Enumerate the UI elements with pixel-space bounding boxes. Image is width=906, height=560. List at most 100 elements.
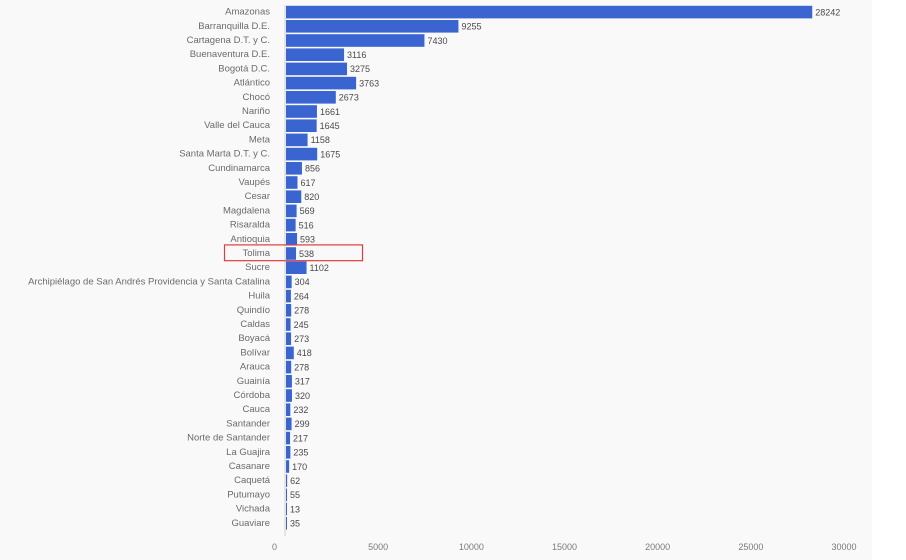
- bar: [286, 332, 292, 345]
- bar: [286, 517, 287, 530]
- bar: [286, 34, 425, 47]
- bar: [286, 389, 292, 402]
- bar: [286, 20, 459, 33]
- category-label: Amazonas: [225, 7, 270, 18]
- bar: [286, 233, 298, 246]
- category-label: Archipiélago de San Andrés Providencia y…: [28, 276, 271, 287]
- category-label: Vichada: [236, 504, 271, 515]
- value-label: 170: [292, 462, 307, 472]
- value-label: 516: [299, 220, 314, 230]
- bar: [286, 76, 357, 90]
- bar: [286, 431, 291, 445]
- bar: [286, 403, 291, 416]
- value-label: 617: [300, 178, 315, 188]
- value-label: 273: [294, 334, 309, 344]
- category-label: Arauca: [240, 362, 271, 373]
- category-label: Valle del Cauca: [204, 120, 271, 131]
- x-tick-label: 25000: [738, 542, 763, 552]
- category-label: Huila: [248, 291, 270, 302]
- value-label: 35: [290, 519, 300, 529]
- value-label: 1675: [320, 149, 340, 159]
- category-label: Bolívar: [240, 347, 270, 358]
- bar: [286, 417, 292, 431]
- bar: [286, 48, 345, 61]
- value-label: 9255: [461, 22, 481, 32]
- category-label: Santa Marta D.T. y C.: [179, 149, 270, 160]
- value-label: 1661: [320, 107, 340, 117]
- value-label: 1102: [310, 263, 329, 273]
- category-label: Putumayo: [227, 489, 270, 500]
- category-label: Nariño: [242, 106, 270, 117]
- bar: [286, 204, 297, 218]
- x-tick-label: 15000: [552, 542, 577, 552]
- category-label: Córdoba: [234, 390, 271, 401]
- value-label: 538: [299, 249, 314, 259]
- value-label: 235: [293, 448, 308, 458]
- category-label: Boyacá: [238, 333, 270, 344]
- bar: [286, 275, 292, 289]
- x-tick-label: 10000: [459, 542, 484, 552]
- category-label: Risaralda: [230, 220, 271, 231]
- category-label: Vaupés: [238, 177, 270, 188]
- value-label: 1645: [320, 121, 340, 131]
- bar: [286, 91, 336, 104]
- category-label: Guainía: [237, 376, 271, 387]
- value-label: 2673: [339, 93, 359, 103]
- value-label: 62: [290, 476, 300, 486]
- value-label: 232: [293, 405, 308, 415]
- category-label: Santander: [226, 418, 270, 429]
- value-label: 55: [290, 490, 300, 500]
- bar: [286, 190, 302, 203]
- bar: [286, 133, 308, 147]
- category-label: Antioquia: [230, 234, 270, 245]
- category-label: Buenaventura D.E.: [190, 49, 270, 60]
- value-label: 569: [300, 206, 315, 216]
- category-label: Meta: [249, 134, 271, 145]
- bar: [286, 218, 296, 232]
- bar: [286, 474, 288, 487]
- value-label: 3275: [350, 64, 370, 74]
- value-label: 320: [295, 391, 310, 401]
- value-label: 245: [294, 320, 309, 330]
- category-label: Chocó: [243, 92, 270, 103]
- bar: [286, 346, 294, 360]
- value-label: 856: [305, 164, 320, 174]
- category-label: Casanare: [229, 461, 270, 472]
- value-label: 3116: [347, 50, 366, 60]
- bar: [286, 5, 813, 19]
- value-label: 28242: [815, 7, 840, 17]
- chart-panel: Amazonas 28242 Barranquilla D.E. 9255 Cartag…: [28, 5, 857, 552]
- value-label: 304: [295, 277, 310, 287]
- category-label: Quindío: [237, 305, 270, 316]
- category-label: Sucre: [245, 262, 270, 273]
- value-label: 820: [304, 192, 319, 202]
- bar: [286, 62, 348, 76]
- category-label: Atlántico: [234, 78, 270, 89]
- value-label: 3763: [359, 78, 379, 88]
- category-label: Bogotá D.C.: [218, 63, 270, 74]
- value-label: 299: [295, 419, 310, 429]
- value-label: 317: [295, 377, 310, 387]
- x-tick-label: 20000: [645, 542, 670, 552]
- value-label: 418: [297, 348, 312, 358]
- value-label: 593: [300, 235, 315, 245]
- category-label: Barranquilla D.E.: [198, 21, 270, 32]
- bar: [286, 119, 317, 132]
- x-tick-label: 5000: [368, 542, 388, 552]
- bar: [286, 289, 291, 303]
- value-label: 278: [294, 362, 309, 372]
- bar: [286, 247, 297, 260]
- bar: [286, 261, 307, 274]
- category-label: Caldas: [240, 319, 270, 330]
- bar: [286, 488, 288, 502]
- bar: [286, 375, 292, 388]
- bar: [286, 446, 291, 459]
- bar-chart: Amazonas 28242 Barranquilla D.E. 9255 Cartag…: [28, 5, 857, 552]
- bar: [286, 162, 302, 175]
- bar: [286, 147, 318, 161]
- category-label: Cartagena D.T. y C.: [187, 35, 270, 46]
- bar: [286, 304, 292, 317]
- bar: [286, 105, 317, 118]
- category-label: Cundinamarca: [208, 163, 270, 174]
- bar: [286, 318, 291, 331]
